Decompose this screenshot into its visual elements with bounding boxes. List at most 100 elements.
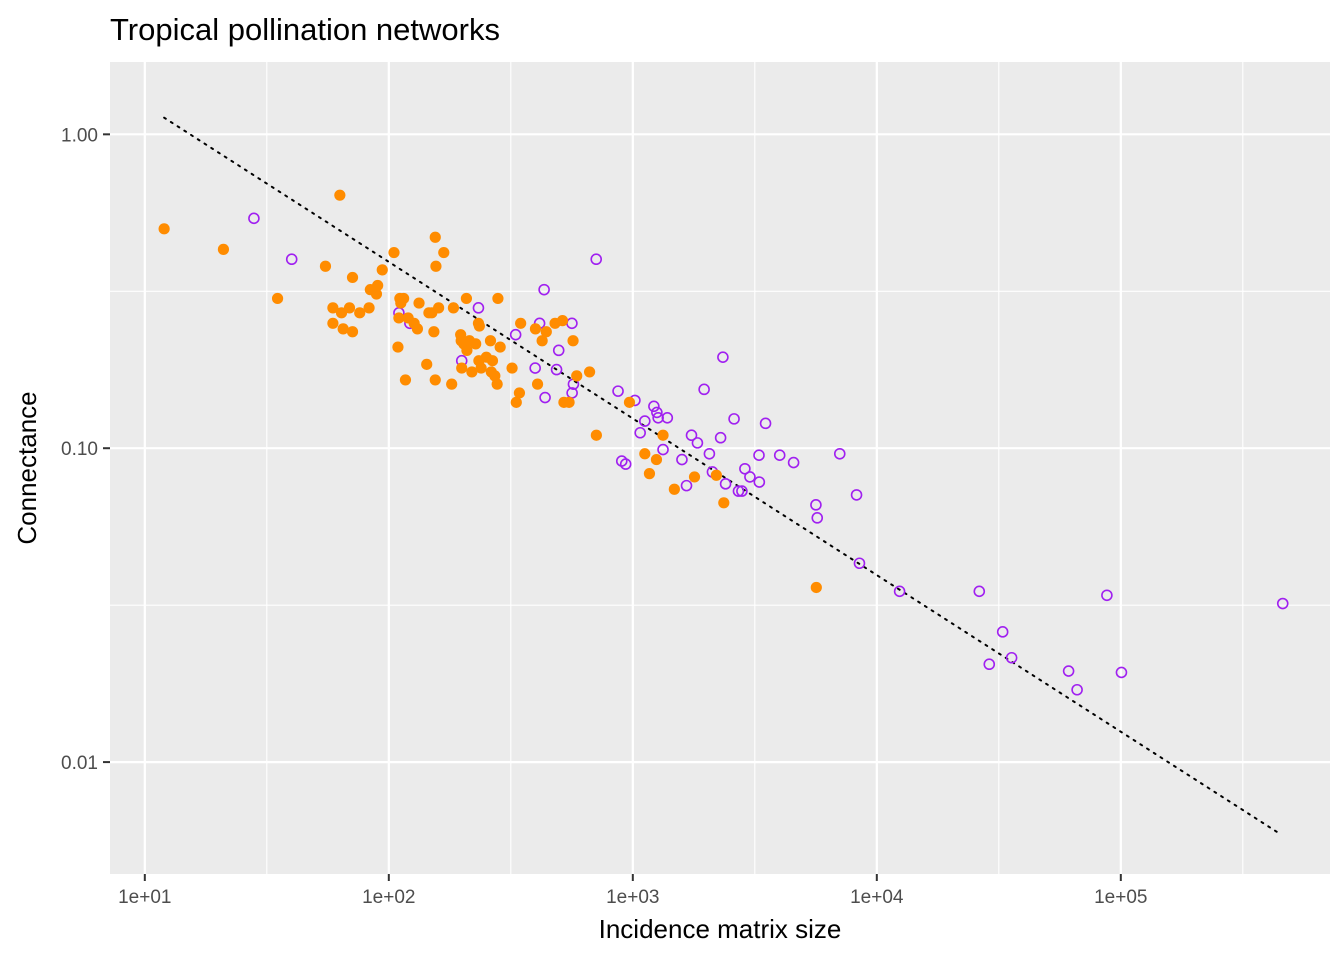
open-point: [714, 431, 727, 444]
open-point: [703, 447, 716, 460]
filled-point: [513, 387, 526, 399]
filled-point: [571, 370, 583, 382]
filled-point: [372, 279, 384, 292]
open-point: [973, 585, 986, 598]
filled-point: [429, 374, 441, 386]
filled-point: [158, 223, 170, 235]
open-point: [661, 411, 674, 424]
filled-point: [688, 471, 701, 483]
filled-point: [492, 292, 504, 305]
open-point: [651, 406, 663, 419]
filled-point: [491, 378, 503, 390]
open-point: [680, 479, 693, 492]
x-axis-title: Incidence matrix size: [599, 914, 842, 944]
open-point: [1071, 683, 1083, 696]
open-point: [753, 476, 766, 488]
filled-point: [473, 320, 485, 332]
open-point: [759, 417, 772, 430]
open-point: [983, 658, 996, 671]
open-point: [732, 485, 745, 497]
open-point: [773, 449, 786, 462]
filled-point: [334, 189, 346, 201]
open-point: [590, 253, 603, 266]
filled-point: [484, 335, 497, 347]
filled-point: [583, 366, 596, 378]
open-point: [685, 429, 698, 442]
x-tick-label: 1e+01: [118, 887, 171, 908]
axis-ticks: [103, 133, 1122, 881]
open-point: [539, 391, 551, 404]
filled-point: [623, 396, 636, 408]
open-point: [657, 443, 669, 456]
filled-point: [447, 302, 460, 314]
y-tick-label: 1.00: [61, 125, 98, 146]
filled-point: [657, 429, 669, 441]
filled-point: [506, 362, 518, 374]
open-point: [893, 585, 906, 598]
open-point: [811, 512, 824, 524]
plot-panel: [110, 62, 1330, 874]
filled-point: [494, 341, 506, 353]
filled-point: [319, 260, 332, 272]
open-point: [698, 383, 710, 396]
axis-tick-labels: 1e+01 1e+02 1e+03 1e+04 1e+05 0.01 0.10 1.00: [61, 125, 1147, 908]
filled-point: [428, 326, 440, 338]
open-point: [538, 283, 550, 296]
filled-point: [413, 297, 425, 309]
open-point: [753, 449, 765, 462]
minor-gridlines: [110, 62, 1330, 874]
open-point: [728, 413, 740, 425]
filled-point: [327, 302, 339, 314]
open-point: [652, 411, 664, 424]
filled-point: [466, 366, 478, 378]
filled-point: [529, 323, 542, 335]
filled-point: [456, 362, 468, 374]
filled-point: [327, 317, 339, 329]
filled-point: [399, 374, 412, 386]
filled-point: [515, 317, 527, 329]
filled-point: [486, 355, 499, 367]
filled-point: [411, 323, 424, 335]
filled-point: [643, 468, 656, 480]
open-point: [248, 212, 260, 225]
filled-point: [363, 302, 375, 314]
open-point: [619, 458, 632, 470]
filled-point: [668, 483, 680, 495]
open-point: [717, 351, 729, 363]
filled-point: [590, 429, 602, 441]
open-point: [550, 363, 563, 376]
filled-point: [346, 271, 359, 284]
filled-point: [470, 338, 482, 350]
open-point: [1115, 666, 1128, 679]
filled-point: [718, 497, 730, 509]
filled-point: [346, 326, 359, 338]
open-point: [736, 485, 748, 497]
filled-point: [421, 358, 433, 370]
open-point: [612, 385, 624, 397]
open-point: [676, 453, 688, 466]
open-point: [833, 447, 846, 460]
filled-point: [429, 231, 441, 243]
filled-point: [335, 307, 348, 319]
filled-point: [271, 292, 284, 305]
open-point: [996, 626, 1009, 638]
filled-point: [460, 292, 473, 305]
filled-point: [393, 312, 405, 324]
filled-point: [217, 243, 230, 255]
open-point: [691, 437, 704, 449]
filled-point: [354, 307, 366, 319]
filled-point: [398, 292, 410, 305]
x-tick-label: 1e+05: [1094, 887, 1147, 908]
open-point: [1062, 665, 1075, 677]
filled-point: [567, 335, 579, 347]
filled-point: [438, 246, 450, 259]
open-point: [285, 253, 298, 266]
open-point: [787, 456, 800, 469]
filled-point: [639, 448, 651, 460]
filled-point: [461, 344, 473, 356]
filled-point: [536, 335, 548, 347]
filled-point: [563, 396, 575, 408]
open-point: [509, 328, 522, 341]
filled-point: [510, 396, 522, 408]
filled-point: [531, 378, 544, 390]
